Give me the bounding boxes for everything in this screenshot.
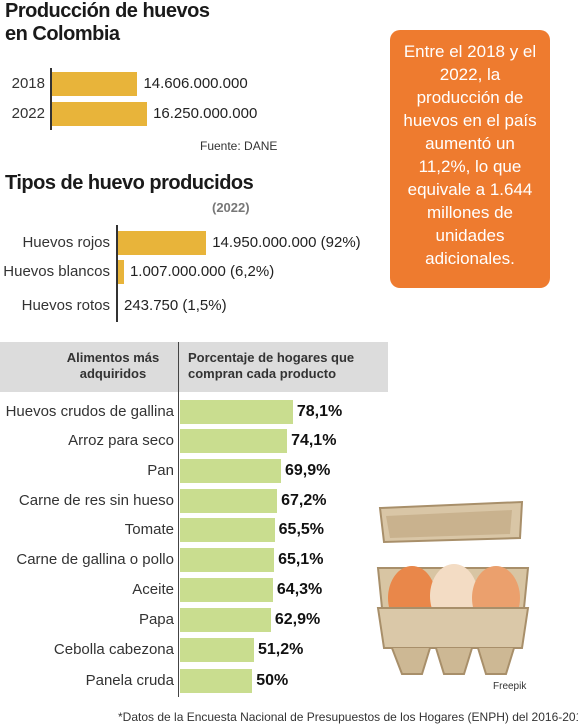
category-label: 2018 [11, 75, 45, 92]
bar [180, 638, 254, 662]
category-label: Carne de res sin hueso [18, 492, 174, 509]
image-credit: Freepik [493, 681, 527, 692]
category-label: Panela cruda [85, 672, 174, 689]
category-label: Pan [147, 462, 174, 479]
category-label: Huevos blancos [3, 263, 110, 280]
axis-line [116, 225, 118, 322]
egg-carton-illustration [376, 500, 530, 675]
column-header: Porcentaje de hogares que compran cada p… [188, 350, 355, 381]
value-label: 62,9% [274, 611, 321, 628]
category-label: Huevos crudos de gallina [5, 403, 174, 420]
source: Fuente: DANE [200, 139, 278, 153]
bar [52, 102, 148, 126]
chart-title: Tipos de huevo producidos [5, 172, 254, 194]
value-label: 78,1% [296, 403, 343, 420]
value-label: 14.606.000.000 [143, 75, 248, 92]
value-label: 243.750 (1,5%) [124, 297, 227, 314]
category-label: Arroz para seco [68, 432, 174, 449]
value-label: 67,2% [281, 492, 327, 509]
bar [180, 578, 273, 602]
value-label: 69,9% [285, 462, 331, 479]
value-label: 14.950.000.000 (92%) [212, 234, 361, 251]
category-label: Tomate [124, 521, 174, 538]
bar [180, 429, 288, 453]
category-label: Aceite [132, 581, 174, 598]
value-label: 64,3% [276, 581, 323, 598]
table-header [0, 342, 388, 392]
value-label: 74,1% [291, 432, 337, 449]
chart-title: Producción de huevos en Colombia [5, 0, 210, 45]
bar [180, 489, 278, 513]
category-label: Carne de gallina o pollo [16, 551, 174, 568]
bar [180, 548, 275, 572]
callout: Entre el 2018 y el 2022, la producción d… [390, 30, 550, 288]
category-label: Papa [138, 611, 174, 628]
bar [180, 400, 293, 424]
value-label: 50% [256, 672, 289, 689]
category-label: 2022 [11, 105, 45, 122]
column-header: Alimentos más adquiridos [66, 350, 160, 381]
category-label: Huevos rotos [21, 297, 110, 314]
chart-subtitle: (2022) [212, 200, 250, 215]
value-label: 1.007.000.000 (6,2%) [129, 263, 275, 280]
value-label: 65,1% [278, 551, 324, 568]
bar [180, 608, 271, 632]
bar [118, 231, 207, 255]
divider [178, 342, 179, 697]
category-label: Huevos rojos [22, 234, 110, 251]
bar [118, 260, 124, 284]
value-label: 51,2% [257, 641, 304, 658]
category-label: Cebolla cabezona [53, 641, 174, 658]
bar [180, 518, 275, 542]
footnote: *Datos de la Encuesta Nacional de Presup… [118, 710, 578, 724]
value-label: 65,5% [278, 521, 325, 538]
bar [52, 72, 138, 96]
bar [180, 459, 281, 483]
value-label: 16.250.000.000 [153, 105, 258, 122]
bar [180, 669, 253, 693]
axis-line [50, 68, 52, 130]
